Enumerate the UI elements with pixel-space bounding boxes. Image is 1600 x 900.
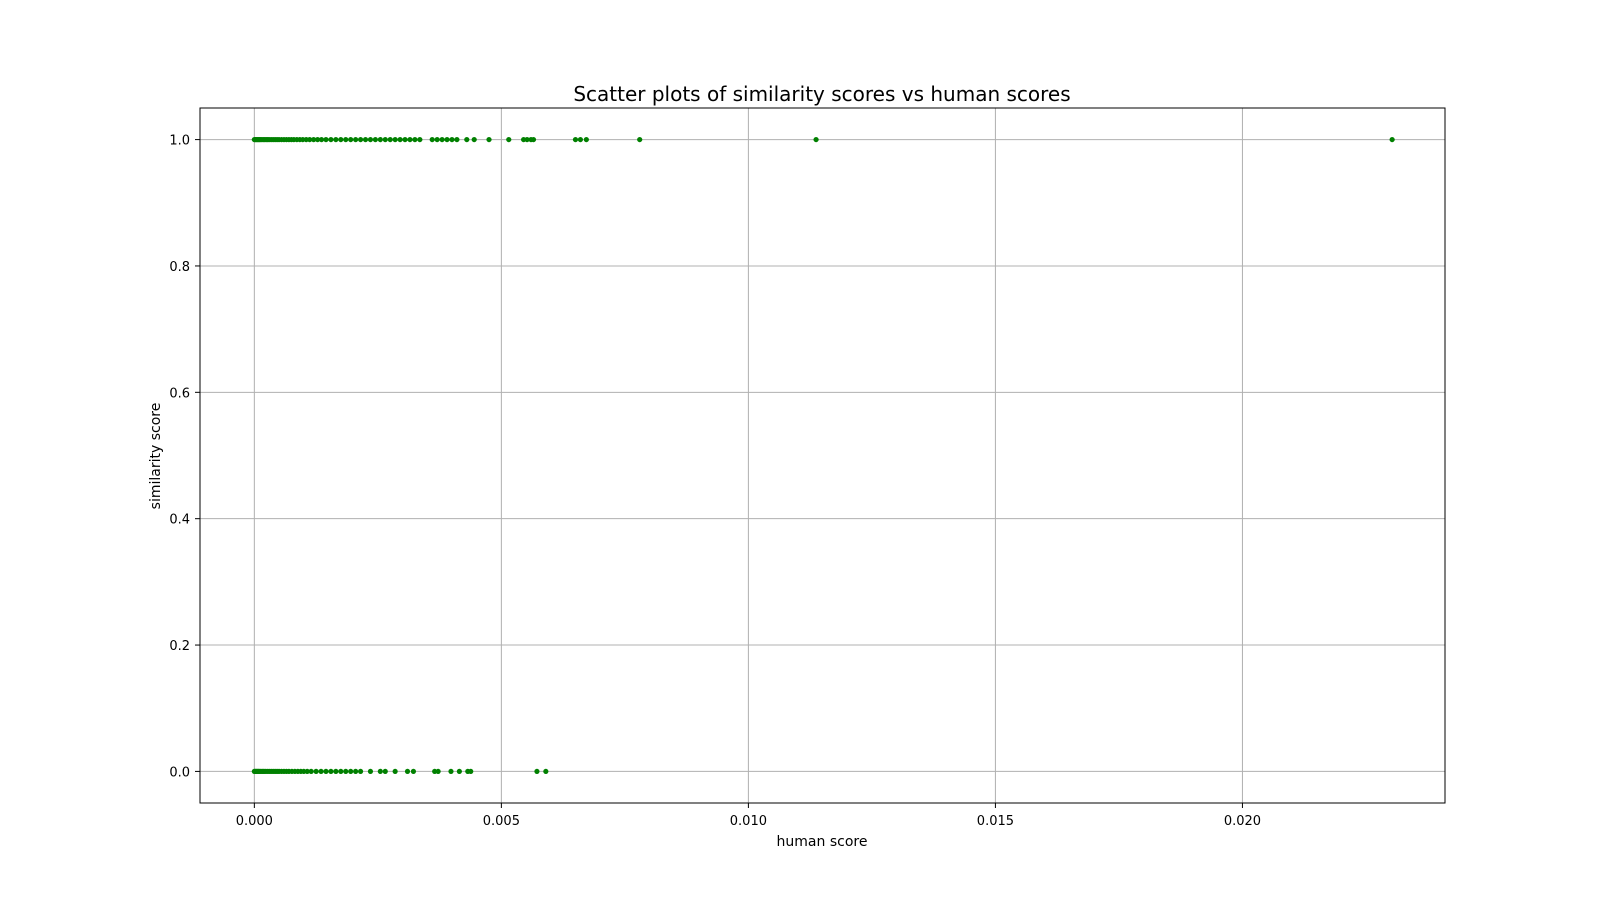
scatter-point [333, 768, 339, 775]
scatter-point [577, 136, 584, 143]
scatter-point [348, 768, 354, 775]
scatter-point [304, 768, 310, 775]
scatter-point [471, 136, 477, 143]
x-tick-label: 0.015 [977, 814, 1014, 829]
chart-title: Scatter plots of similarity scores vs hu… [573, 82, 1070, 106]
scatter-point [377, 768, 383, 775]
scatter-point [338, 136, 344, 143]
axis-ticks: 0.000 0.005 0.010 0.015 0.020 0.0 0.2 0.4 0.6 0.8… [169, 134, 1261, 829]
scatter-point [307, 136, 313, 143]
scatter-point [397, 136, 403, 143]
scatter-point [435, 768, 441, 775]
scatter-point [637, 136, 643, 143]
y-tick-label: 0.2 [169, 639, 190, 654]
scatter-point [444, 136, 450, 143]
scatter-point [333, 136, 339, 143]
scatter-point [439, 136, 445, 143]
x-tick-label: 0.005 [483, 814, 520, 829]
scatter-point [348, 136, 354, 143]
x-tick-label: 0.020 [1224, 814, 1261, 829]
scatter-point [454, 136, 460, 143]
scatter-point [323, 136, 329, 143]
scatter-point [353, 768, 359, 775]
y-tick-label: 0.6 [169, 386, 190, 401]
scatter-point [338, 768, 344, 775]
scatter-point [367, 768, 374, 775]
scatter-point [464, 136, 470, 143]
scatter-point [343, 768, 349, 775]
scatter-point [318, 768, 324, 775]
x-tick-label: 0.000 [236, 814, 273, 829]
scatter-point [308, 768, 314, 775]
y-axis-label: similarity score [148, 403, 164, 510]
scatter-point [402, 136, 408, 143]
scatter-point [434, 136, 440, 143]
plot-frame [199, 107, 1446, 804]
scatter-point [357, 136, 364, 143]
scatter-point [328, 768, 334, 775]
scatter-point [530, 136, 537, 143]
grid [200, 108, 1445, 803]
scatter-point [486, 136, 492, 143]
scatter-point [323, 768, 329, 775]
scatter-point [377, 136, 383, 143]
scatter-point [448, 768, 454, 775]
x-tick-label: 0.010 [730, 814, 767, 829]
scatter-point [449, 136, 455, 143]
scatter-point [382, 136, 388, 143]
scatter-point [506, 136, 512, 143]
scatter-point [429, 136, 435, 143]
scatter-point [572, 136, 579, 143]
scatter-point [392, 768, 398, 775]
scatter-point [392, 136, 398, 143]
scatter-point [314, 136, 321, 143]
scatter-point [583, 136, 589, 143]
scatter-point [313, 768, 319, 775]
scatter-point [387, 136, 393, 143]
scatter-point [343, 136, 349, 143]
scatter-point [543, 768, 549, 775]
y-tick-label: 0.0 [169, 765, 190, 780]
scatter-point [1389, 136, 1395, 143]
scatter-point [318, 136, 325, 143]
scatter-point [813, 136, 819, 143]
scatter-point [311, 136, 317, 143]
scatter-point [362, 136, 369, 143]
scatter-point [534, 768, 540, 775]
scatter-point [382, 768, 388, 775]
scatter-point [524, 136, 530, 143]
scatter-point [328, 136, 334, 143]
x-axis-label: human score [777, 834, 868, 850]
scatter-point [410, 768, 417, 775]
scatter-point [367, 136, 374, 143]
scatter-point [407, 136, 413, 143]
scatter-point [456, 768, 462, 775]
y-tick-label: 1.0 [169, 134, 190, 149]
scatter-point [417, 136, 423, 143]
scatter-point [404, 768, 411, 775]
scatter-point [353, 136, 359, 143]
y-tick-label: 0.8 [169, 260, 190, 275]
scatter-point [468, 768, 474, 775]
scatter-point [372, 136, 378, 143]
scatter-point [412, 136, 418, 143]
data-points [251, 136, 1395, 775]
y-tick-label: 0.4 [169, 513, 190, 528]
scatter-point [357, 768, 364, 775]
